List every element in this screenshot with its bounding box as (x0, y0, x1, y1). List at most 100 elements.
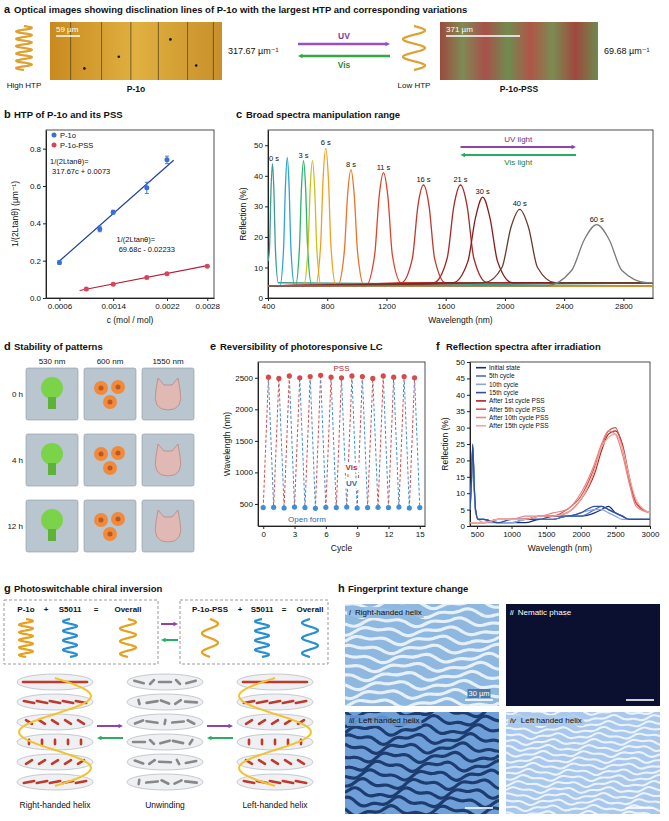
tick-label: 10 (456, 489, 465, 498)
equation-term: Overall (296, 605, 323, 614)
tick: 20 (456, 456, 470, 465)
tick-label: 50 (254, 141, 263, 150)
tick: 1500 (538, 526, 556, 539)
tick-label: 2000 (235, 405, 253, 414)
lc-molecule (285, 760, 291, 764)
tick: 2800 (615, 298, 633, 311)
cycle-line (321, 375, 326, 507)
sample-photo (84, 500, 136, 552)
figure: aOptical images showing disclination lin… (0, 0, 669, 821)
tick: 35 (456, 407, 470, 416)
lc-molecule (50, 701, 60, 703)
sample-photo (142, 500, 194, 552)
legend-label: After 15th cycle PSS (489, 422, 549, 430)
lc-molecule (270, 701, 280, 703)
arrow-head (228, 724, 233, 728)
arrow-shaft (210, 737, 233, 739)
helix-icon (255, 619, 269, 657)
tick: 500 (240, 500, 258, 509)
disclination-line (158, 22, 159, 80)
panel-h: iRight-handed helix30 µmiiNematic phasei… (345, 591, 660, 821)
series-label: 60 s (590, 215, 604, 224)
error-bar (98, 226, 102, 232)
spectrum-line (470, 434, 650, 523)
tick: 15 (456, 473, 470, 482)
tick-label: 45 (456, 374, 465, 383)
lc-molecule (243, 681, 255, 684)
lc-molecule (137, 780, 140, 784)
pattern (41, 443, 63, 465)
data-point (276, 376, 281, 381)
tick-label: 0.0006 (48, 302, 73, 311)
lc-molecule (257, 701, 267, 703)
data-point (355, 505, 360, 510)
helix-icon (403, 26, 425, 70)
data-point (344, 504, 349, 509)
tick: 25 (456, 440, 470, 449)
texture-line (345, 653, 499, 662)
tick-label: 10 (254, 264, 263, 273)
label-patch (344, 479, 359, 489)
lc-molecule (65, 760, 71, 764)
spectrum-line (268, 185, 653, 286)
tick-mark (326, 526, 327, 529)
tick: 0.0022 (155, 298, 180, 311)
spectrum-line (268, 225, 653, 286)
tick-mark (546, 526, 547, 529)
spectrum-line (470, 431, 650, 523)
lc-molecule (283, 781, 293, 783)
cycle-line (279, 378, 284, 508)
texture-line (345, 618, 499, 627)
data-point (57, 260, 62, 265)
lc-molecule (67, 740, 70, 744)
pattern (41, 377, 63, 399)
labels: P-1oP-1o-PSS1/(2Ltanθ)= 317.67c + 0.0073… (50, 131, 175, 254)
labels: 0 s3 s6 s8 s11 s16 s21 s30 s40 s60 sUV l… (269, 135, 604, 224)
tick-label: 1500 (235, 437, 253, 446)
tick-mark (420, 526, 421, 529)
plot-frame (258, 362, 425, 526)
tick-label: 40 (456, 391, 465, 400)
spectrum-line (268, 197, 653, 286)
helix-icon (19, 619, 33, 657)
pattern (111, 512, 125, 526)
scale-bar-label: 59 µm (56, 25, 79, 34)
tick: 0.0 (30, 294, 46, 303)
texture-line (345, 725, 499, 735)
lc-molecule (159, 760, 171, 763)
tick: 1600 (437, 298, 455, 311)
row-label: 0 h (12, 390, 23, 399)
tick: 3 (293, 526, 298, 539)
tick-label: 0.0 (30, 294, 42, 303)
data-point (349, 373, 354, 378)
label-patch (508, 607, 574, 618)
texture-line (506, 727, 660, 733)
error-bar (145, 182, 149, 193)
lc-molecule (135, 760, 143, 763)
micrograph (345, 604, 499, 706)
lc-molecule (259, 760, 265, 764)
helix-icon (202, 619, 218, 657)
cycle-line (315, 375, 320, 508)
micrograph (506, 604, 660, 706)
data-point (365, 505, 370, 510)
lc-molecule (282, 681, 294, 684)
tick-label: 20 (456, 456, 465, 465)
lc-layer (17, 714, 93, 730)
data-point (339, 375, 344, 380)
legend-swatch (476, 375, 486, 377)
micrograph (506, 712, 660, 814)
lc-layer (237, 754, 313, 770)
tick: 0.6 (30, 182, 46, 191)
texture-line (345, 689, 499, 698)
lc-molecule (135, 720, 143, 723)
marks (57, 156, 210, 291)
series-label: 40 s (513, 199, 527, 208)
tick-label: 1200 (378, 302, 396, 311)
legend-label: P-1o (60, 131, 76, 140)
tick: 15 (416, 526, 425, 539)
lc-molecule (37, 781, 47, 783)
fit-equation: 1/(2Ltanθ)= 69.68c - 0.02233 (117, 235, 175, 254)
tick-label: 15 (416, 530, 425, 539)
spectrum-line (268, 161, 653, 286)
